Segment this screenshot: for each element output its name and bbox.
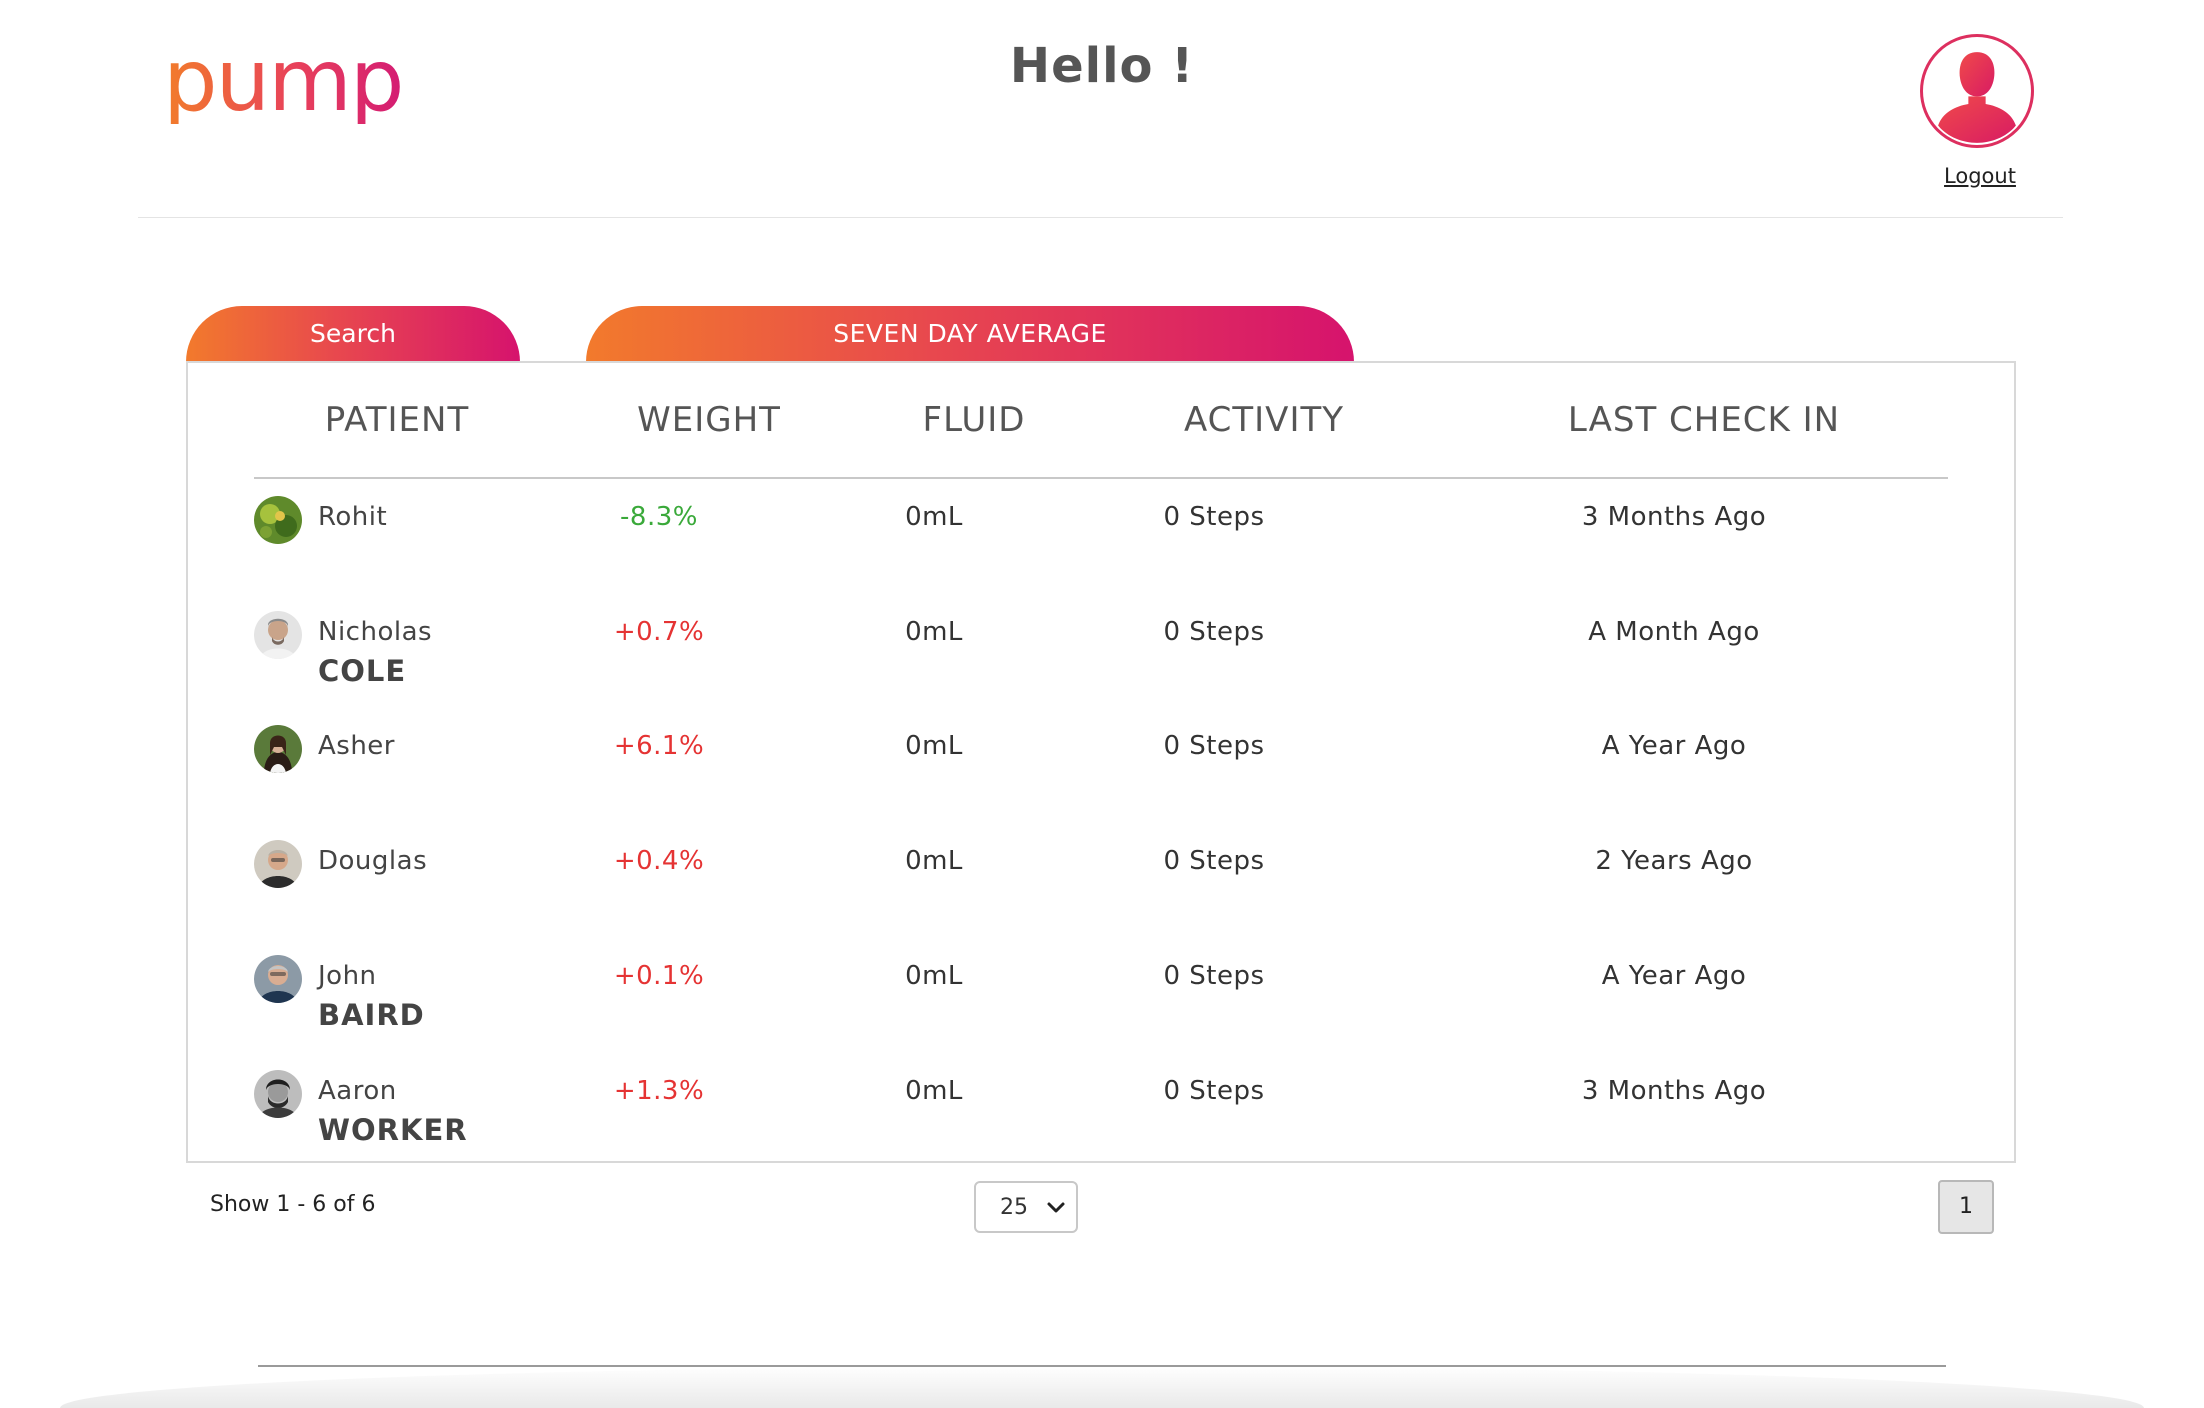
page-button-current[interactable]: 1 bbox=[1938, 1180, 1994, 1234]
user-silhouette-icon bbox=[1927, 41, 2027, 143]
patient-avatar bbox=[254, 1070, 302, 1118]
patient-avatar bbox=[254, 725, 302, 773]
column-header-weight: WEIGHT bbox=[637, 400, 781, 440]
patient-last-name: COLE bbox=[318, 654, 407, 688]
patient-avatar bbox=[254, 611, 302, 659]
footer-shadow bbox=[60, 1366, 2144, 1408]
table-row[interactable]: John BAIRD +0.1% 0mL 0 Steps A Year Ago bbox=[254, 955, 1948, 1041]
fluid-value: 0mL bbox=[905, 1076, 963, 1106]
patient-last-name: BAIRD bbox=[318, 998, 425, 1032]
weight-change: +0.1% bbox=[613, 961, 705, 991]
activity-value: 0 Steps bbox=[1163, 502, 1265, 532]
last-check-in: 3 Months Ago bbox=[1581, 1076, 1767, 1106]
patient-first-name: Asher bbox=[318, 731, 395, 761]
table-row[interactable]: Nicholas COLE +0.7% 0mL 0 Steps A Month … bbox=[254, 611, 1948, 697]
fluid-value: 0mL bbox=[905, 846, 963, 876]
table-row[interactable]: Douglas +0.4% 0mL 0 Steps 2 Years Ago bbox=[254, 840, 1948, 926]
tab-search[interactable]: Search bbox=[186, 306, 520, 362]
activity-value: 0 Steps bbox=[1163, 1076, 1265, 1106]
fluid-value: 0mL bbox=[905, 961, 963, 991]
activity-value: 0 Steps bbox=[1163, 731, 1265, 761]
column-header-last-check-in: LAST CHECK IN bbox=[1567, 400, 1841, 440]
column-header-activity: ACTIVITY bbox=[1183, 400, 1345, 440]
activity-value: 0 Steps bbox=[1163, 961, 1265, 991]
patient-first-name: John bbox=[318, 961, 377, 991]
footer-divider bbox=[258, 1365, 1946, 1367]
table-row[interactable]: Asher +6.1% 0mL 0 Steps A Year Ago bbox=[254, 725, 1948, 811]
patient-first-name: Rohit bbox=[318, 502, 388, 532]
fluid-value: 0mL bbox=[905, 502, 963, 532]
page-greeting: Hello ! bbox=[1009, 38, 1195, 94]
activity-value: 0 Steps bbox=[1163, 617, 1265, 647]
last-check-in: A Month Ago bbox=[1588, 617, 1760, 647]
weight-change: +6.1% bbox=[613, 731, 705, 761]
pagination-summary: Show 1 - 6 of 6 bbox=[210, 1192, 376, 1217]
column-header-fluid: FLUID bbox=[922, 400, 1026, 440]
pump-logo: pump bbox=[163, 31, 404, 131]
weight-change: +1.3% bbox=[613, 1076, 705, 1106]
last-check-in: 2 Years Ago bbox=[1595, 846, 1753, 876]
patient-avatar bbox=[254, 496, 302, 544]
patient-avatar bbox=[254, 955, 302, 1003]
page-size-select[interactable]: 25 bbox=[974, 1181, 1078, 1233]
activity-value: 0 Steps bbox=[1163, 846, 1265, 876]
user-avatar[interactable] bbox=[1920, 34, 2034, 148]
last-check-in: A Year Ago bbox=[1601, 961, 1747, 991]
column-header-patient: PATIENT bbox=[324, 400, 470, 440]
patients-table bbox=[186, 361, 2016, 1163]
patient-first-name: Nicholas bbox=[318, 617, 433, 647]
weight-change: +0.7% bbox=[613, 617, 705, 647]
last-check-in: A Year Ago bbox=[1601, 731, 1747, 761]
logout-link[interactable]: Logout bbox=[1944, 164, 2016, 188]
patient-first-name: Douglas bbox=[318, 846, 428, 876]
patient-first-name: Aaron bbox=[318, 1076, 397, 1106]
last-check-in: 3 Months Ago bbox=[1581, 502, 1767, 532]
weight-change: -8.3% bbox=[620, 502, 698, 532]
patient-last-name: WORKER bbox=[318, 1113, 468, 1147]
fluid-value: 0mL bbox=[905, 617, 963, 647]
weight-change: +0.4% bbox=[613, 846, 705, 876]
page-size-value: 25 bbox=[1000, 1195, 1028, 1220]
chevron-down-icon bbox=[1047, 1202, 1065, 1213]
fluid-value: 0mL bbox=[905, 731, 963, 761]
patient-avatar bbox=[254, 840, 302, 888]
table-row[interactable]: Rohit -8.3% 0mL 0 Steps 3 Months Ago bbox=[254, 496, 1948, 582]
header-divider bbox=[138, 217, 2063, 218]
tab-seven-day-average[interactable]: SEVEN DAY AVERAGE bbox=[586, 306, 1354, 362]
table-row[interactable]: Aaron WORKER +1.3% 0mL 0 Steps 3 Months … bbox=[254, 1070, 1948, 1156]
table-header-divider bbox=[254, 477, 1948, 479]
